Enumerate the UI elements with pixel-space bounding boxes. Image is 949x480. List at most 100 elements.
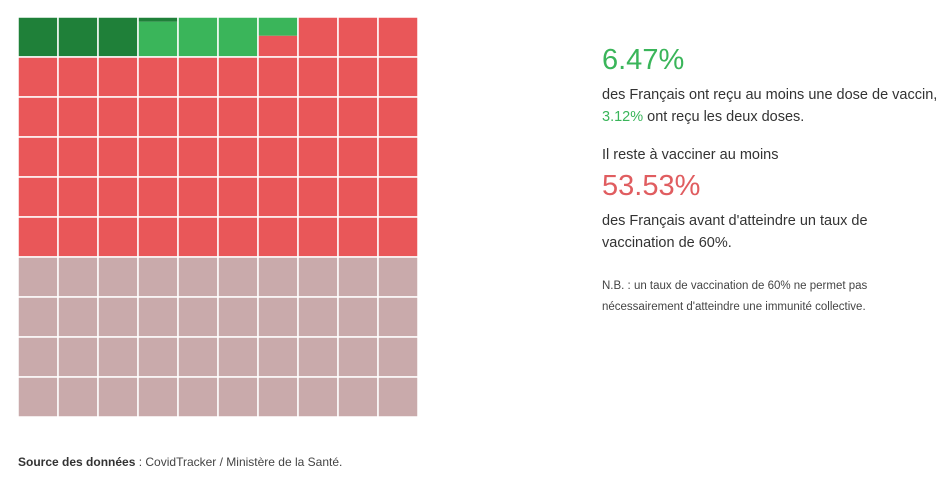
waffle-cell bbox=[18, 96, 59, 138]
source-text: CovidTracker / Ministère de la Santé. bbox=[145, 455, 343, 469]
waffle-cell bbox=[18, 336, 59, 378]
waffle-cell bbox=[377, 176, 418, 218]
waffle-cell bbox=[377, 17, 418, 58]
waffle-cell bbox=[137, 296, 179, 338]
waffle-cell bbox=[297, 376, 339, 417]
waffle-cell bbox=[337, 336, 379, 378]
waffle-cell-fill-1 bbox=[218, 17, 258, 57]
waffle-cell bbox=[18, 216, 59, 258]
source-label: Source des données bbox=[18, 455, 136, 469]
waffle-cell-fill-3 bbox=[378, 257, 418, 297]
waffle-cell bbox=[257, 336, 299, 378]
waffle-cell bbox=[177, 56, 219, 98]
waffle-cell-fill-2 bbox=[218, 57, 258, 97]
waffle-cell bbox=[177, 296, 219, 338]
waffle-cell-fill-2 bbox=[338, 97, 378, 137]
waffle-cell-fill-2 bbox=[298, 177, 338, 217]
waffle-cell-fill-2 bbox=[58, 217, 98, 257]
waffle-cell-fill-2 bbox=[218, 97, 258, 137]
waffle-cell bbox=[97, 296, 139, 338]
waffle-cell-fill-2 bbox=[98, 177, 138, 217]
waffle-cell-fill-1 bbox=[258, 17, 298, 36]
waffle-cell bbox=[137, 176, 179, 218]
waffle-cell-fill-2 bbox=[178, 97, 218, 137]
waffle-cell-fill-2 bbox=[58, 57, 98, 97]
waffle-cell bbox=[97, 336, 139, 378]
waffle-cell-fill-0 bbox=[138, 17, 178, 22]
waffle-cell-fill-3 bbox=[138, 257, 178, 297]
waffle-cell-fill-2 bbox=[258, 217, 298, 257]
waffle-cell bbox=[177, 256, 219, 298]
waffle-cell-fill-3 bbox=[258, 377, 298, 417]
remaining-percentage: 53.53% bbox=[602, 170, 701, 202]
waffle-cell-fill-2 bbox=[378, 217, 418, 257]
waffle-cell-fill-3 bbox=[98, 337, 138, 377]
waffle-cell-fill-3 bbox=[298, 257, 338, 297]
waffle-cell-fill-2 bbox=[58, 137, 98, 177]
waffle-cell bbox=[57, 56, 99, 98]
waffle-cell bbox=[377, 296, 418, 338]
waffle-cell bbox=[97, 56, 139, 98]
waffle-cell-fill-2 bbox=[298, 17, 338, 57]
waffle-cell bbox=[177, 96, 219, 138]
waffle-cell bbox=[57, 96, 99, 138]
waffle-cell bbox=[18, 176, 59, 218]
waffle-cell-fill-2 bbox=[178, 137, 218, 177]
waffle-cell bbox=[57, 176, 99, 218]
waffle-cell bbox=[377, 56, 418, 98]
waffle-cell-fill-2 bbox=[138, 97, 178, 137]
waffle-cell-fill-3 bbox=[18, 377, 58, 417]
waffle-cell-fill-3 bbox=[18, 297, 58, 337]
waffle-cell-fill-3 bbox=[378, 297, 418, 337]
waffle-cell bbox=[217, 256, 259, 298]
second-dose-percentage: 3.12% bbox=[602, 109, 644, 125]
waffle-cell bbox=[377, 256, 418, 298]
waffle-cell-fill-2 bbox=[58, 177, 98, 217]
waffle-cell-fill-3 bbox=[138, 337, 178, 377]
waffle-cell-fill-3 bbox=[58, 377, 98, 417]
waffle-cell bbox=[337, 176, 379, 218]
waffle-cell bbox=[57, 256, 99, 298]
waffle-cell-fill-3 bbox=[98, 377, 138, 417]
waffle-cell bbox=[297, 176, 339, 218]
waffle-cell bbox=[217, 136, 259, 178]
waffle-cell-fill-2 bbox=[298, 97, 338, 137]
waffle-cell bbox=[297, 336, 339, 378]
waffle-cell-fill-3 bbox=[218, 337, 258, 377]
waffle-cell-fill-3 bbox=[258, 257, 298, 297]
waffle-cell-fill-3 bbox=[338, 257, 378, 297]
remaining-description: des Français avant d'atteindre un taux d… bbox=[602, 213, 868, 251]
waffle-cell bbox=[137, 96, 179, 138]
waffle-cell-fill-2 bbox=[98, 97, 138, 137]
waffle-cell-fill-0 bbox=[18, 17, 58, 57]
waffle-cell-fill-2 bbox=[18, 97, 58, 137]
waffle-cell bbox=[97, 256, 139, 298]
waffle-cell bbox=[177, 136, 219, 178]
waffle-cell-fill-3 bbox=[258, 337, 298, 377]
waffle-cell-fill-3 bbox=[178, 337, 218, 377]
waffle-cell bbox=[97, 176, 139, 218]
waffle-cell bbox=[257, 136, 299, 178]
second-dose-text: ont reçu les deux doses. bbox=[647, 109, 805, 125]
waffle-cell bbox=[257, 17, 299, 58]
waffle-cell bbox=[257, 216, 299, 258]
waffle-cell bbox=[217, 56, 259, 98]
waffle-cell-fill-2 bbox=[338, 137, 378, 177]
waffle-cell bbox=[217, 336, 259, 378]
data-source: Source des données : CovidTracker / Mini… bbox=[18, 455, 342, 469]
nb-note: N.B. : un taux de vaccination de 60% ne … bbox=[602, 280, 868, 313]
waffle-cell bbox=[337, 56, 379, 98]
waffle-cell bbox=[337, 256, 379, 298]
waffle-cell-fill-2 bbox=[258, 57, 298, 97]
waffle-cell bbox=[177, 376, 219, 417]
waffle-cell bbox=[18, 56, 59, 98]
waffle-cell-fill-2 bbox=[338, 17, 378, 57]
waffle-cell bbox=[257, 296, 299, 338]
waffle-cell-fill-3 bbox=[378, 337, 418, 377]
waffle-cell-fill-3 bbox=[298, 337, 338, 377]
waffle-cell-fill-3 bbox=[258, 297, 298, 337]
waffle-cell bbox=[257, 256, 299, 298]
waffle-cell-fill-2 bbox=[178, 217, 218, 257]
waffle-cell bbox=[337, 376, 379, 417]
waffle-cell bbox=[97, 17, 139, 58]
